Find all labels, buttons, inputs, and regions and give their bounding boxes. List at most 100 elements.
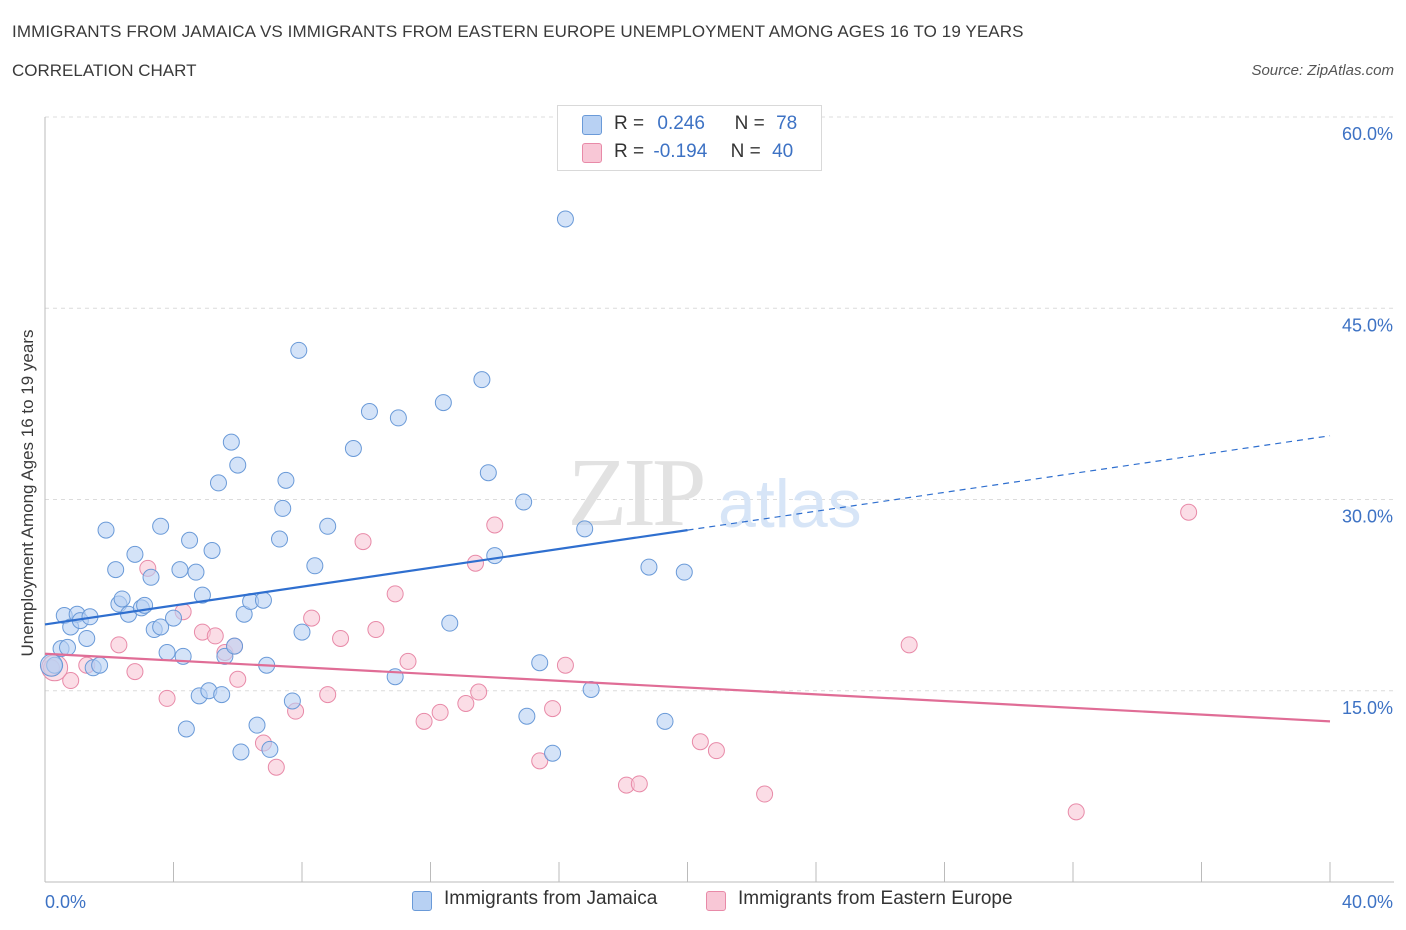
data-point-eastern-europe — [544, 700, 562, 718]
watermark: ZIP atlas — [568, 439, 862, 547]
data-point-jamaica — [515, 493, 533, 511]
legend-r-value-jamaica: 0.246 — [657, 113, 705, 134]
data-point-eastern-europe — [229, 670, 247, 688]
bottom-legend-swatch-eastern-europe — [706, 891, 726, 911]
data-point-jamaica — [293, 623, 311, 641]
data-point-jamaica — [152, 517, 170, 535]
trend-lines — [44, 435, 1331, 723]
data-point-eastern-europe — [457, 695, 475, 712]
bottom-legend-swatch-jamaica — [412, 891, 432, 911]
data-point-eastern-europe — [158, 689, 176, 707]
data-point-jamaica — [78, 629, 96, 647]
data-point-eastern-europe — [707, 742, 725, 760]
data-point-eastern-europe — [470, 683, 488, 701]
data-point-eastern-europe — [900, 636, 918, 654]
data-point-eastern-europe — [110, 636, 128, 654]
y-tick-label: 30.0% — [1342, 507, 1393, 527]
data-point-jamaica — [640, 558, 658, 576]
data-point-jamaica — [209, 474, 227, 492]
legend-n-label: N = — [730, 141, 761, 162]
data-point-jamaica — [177, 720, 195, 738]
data-point-eastern-europe — [1180, 503, 1198, 521]
legend-r-label: R = — [614, 113, 645, 134]
data-point-jamaica — [531, 654, 549, 672]
data-point-eastern-europe — [1067, 803, 1085, 821]
data-point-jamaica — [290, 341, 308, 359]
chart-title: IMMIGRANTS FROM JAMAICA VS IMMIGRANTS FR… — [12, 22, 1024, 41]
data-point-eastern-europe — [126, 663, 144, 681]
y-tick-label: 60.0% — [1342, 124, 1393, 144]
source-credit: Source: ZipAtlas.com — [1251, 62, 1394, 79]
trend-line-jamaica — [44, 529, 688, 626]
data-point-eastern-europe — [354, 533, 372, 551]
data-point-jamaica — [283, 692, 301, 710]
legend-r-value-eastern-europe: -0.194 — [653, 141, 708, 162]
legend-swatch-jamaica — [582, 115, 602, 135]
data-point-jamaica — [261, 740, 279, 758]
correlation-legend: R = 0.246 N = 78 R = -0.194 N = 40 — [557, 105, 822, 171]
data-point-jamaica — [473, 371, 491, 389]
data-point-jamaica — [675, 563, 693, 581]
data-point-jamaica — [656, 712, 674, 730]
data-point-jamaica — [441, 614, 459, 632]
data-point-jamaica — [254, 591, 272, 609]
y-tick-label: 15.0% — [1342, 698, 1393, 718]
bottom-legend-label-jamaica: Immigrants from Jamaica — [444, 888, 658, 909]
data-point-jamaica — [544, 744, 562, 762]
data-point-jamaica — [232, 743, 250, 761]
data-point-jamaica — [479, 464, 497, 482]
data-point-jamaica — [107, 561, 125, 579]
y-tick-label: 45.0% — [1342, 315, 1393, 335]
data-point-jamaica — [274, 499, 292, 517]
data-point-jamaica — [193, 586, 211, 604]
series-jamaica — [39, 210, 693, 762]
data-point-eastern-europe — [431, 703, 449, 721]
chart-subtitle: CORRELATION CHART — [12, 61, 197, 80]
data-point-eastern-europe — [415, 712, 433, 730]
legend-n-value-jamaica: 78 — [776, 113, 798, 134]
data-point-eastern-europe — [319, 686, 337, 704]
data-point-jamaica — [142, 568, 160, 586]
data-point-jamaica — [181, 531, 199, 549]
data-point-eastern-europe — [62, 672, 80, 690]
data-point-jamaica — [39, 653, 63, 677]
data-point-eastern-europe — [399, 652, 417, 670]
data-point-jamaica — [91, 656, 109, 674]
data-point-jamaica — [277, 471, 295, 489]
y-axis-label: Unemployment Among Ages 16 to 19 years — [18, 329, 37, 657]
data-point-eastern-europe — [466, 554, 484, 572]
legend-r-label: R = — [614, 141, 645, 162]
data-point-eastern-europe — [303, 609, 321, 627]
data-point-jamaica — [518, 707, 536, 725]
data-point-jamaica — [434, 394, 452, 412]
data-point-eastern-europe — [267, 758, 285, 776]
data-point-jamaica — [126, 545, 144, 563]
data-point-jamaica — [389, 409, 407, 427]
data-point-jamaica — [271, 530, 289, 548]
legend-n-value-eastern-europe: 40 — [772, 141, 794, 162]
data-point-eastern-europe — [531, 752, 549, 770]
legend-n-label: N = — [734, 113, 765, 134]
data-point-jamaica — [213, 686, 231, 704]
tick-labels: 15.0% 30.0% 45.0% 60.0% 0.0% 40.0% — [45, 124, 1393, 912]
data-point-jamaica — [165, 609, 182, 627]
data-point-eastern-europe — [206, 627, 224, 645]
data-point-jamaica — [158, 644, 176, 661]
data-point-jamaica — [229, 456, 247, 474]
legend-swatch-eastern-europe — [582, 143, 602, 163]
trend-line-jamaica-extension — [687, 435, 1331, 531]
data-point-jamaica — [171, 561, 189, 579]
data-point-jamaica — [222, 433, 240, 451]
data-point-jamaica — [306, 557, 324, 575]
data-point-jamaica — [203, 542, 221, 559]
bottom-legend-label-eastern-europe: Immigrants from Eastern Europe — [738, 888, 1013, 909]
axes — [44, 117, 1394, 883]
trend-line-eastern-europe — [44, 652, 1331, 723]
data-point-jamaica — [319, 517, 337, 535]
data-point-jamaica — [226, 637, 244, 655]
data-point-eastern-europe — [630, 775, 648, 793]
data-point-jamaica — [344, 440, 362, 457]
data-point-eastern-europe — [556, 656, 574, 674]
data-point-jamaica — [360, 403, 378, 421]
